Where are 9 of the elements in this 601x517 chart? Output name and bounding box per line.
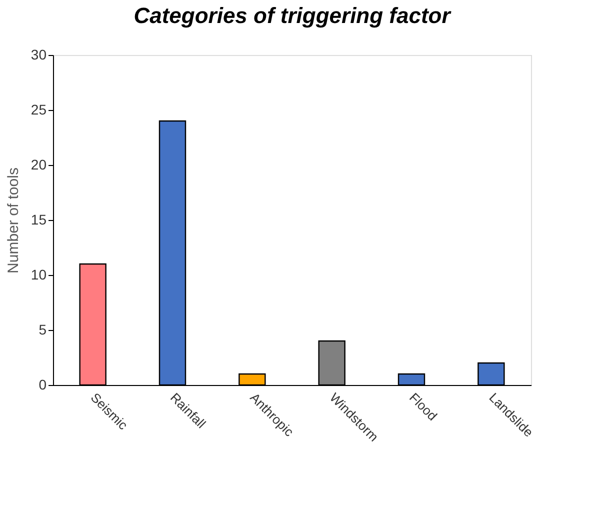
- y-tick-label: 10: [30, 266, 47, 282]
- y-tick-label: 5: [38, 322, 47, 338]
- chart-title: Categories of triggering factor: [134, 3, 452, 28]
- y-axis-title: Number of tools: [4, 168, 22, 274]
- y-tick-label: 15: [30, 212, 47, 228]
- y-tick-label: 25: [30, 102, 47, 118]
- y-tick-label: 30: [30, 46, 47, 62]
- y-tick-label: 0: [38, 376, 47, 392]
- y-tick-label: 20: [30, 156, 47, 172]
